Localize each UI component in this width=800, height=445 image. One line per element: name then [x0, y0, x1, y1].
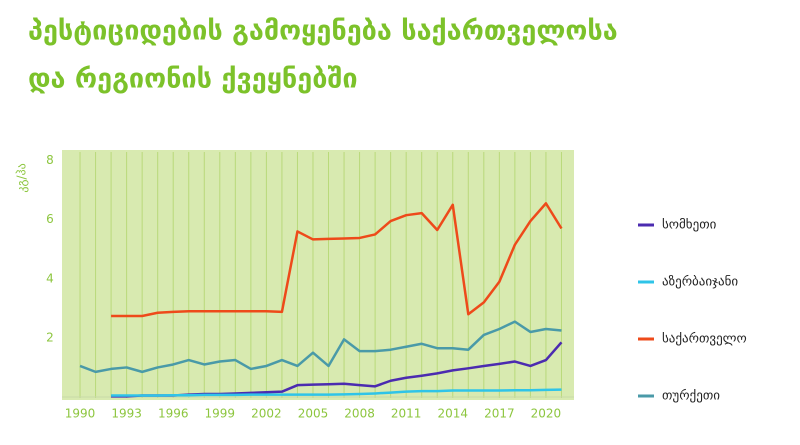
- plot-background: [62, 150, 574, 400]
- x-tick-label: 1999: [205, 407, 236, 421]
- y-axis-label: კგ/ჰა: [15, 163, 29, 192]
- legend-label: სომხეთი: [662, 218, 717, 233]
- series-line: [111, 388, 562, 397]
- chart-title: და რეგიონის ქვეყნებში: [28, 64, 358, 95]
- x-tick-label: 2020: [531, 407, 562, 421]
- x-tick-label: 2014: [437, 407, 468, 421]
- x-tick-label: 1993: [111, 407, 142, 421]
- x-tick-label: 2017: [484, 407, 515, 421]
- x-tick-label: 2005: [298, 407, 329, 421]
- y-tick-label: 2: [46, 330, 54, 344]
- series-line: [79, 320, 562, 374]
- x-tick-label: 2002: [251, 407, 282, 421]
- series-line: [111, 202, 563, 318]
- y-tick-label: 4: [46, 271, 54, 285]
- legend-label: საქართველო: [662, 332, 747, 347]
- y-tick-label: 8: [46, 153, 54, 167]
- y-tick-label: 6: [46, 212, 54, 226]
- legend-label: აზერბაიჯანი: [662, 275, 738, 290]
- x-tick-label: 1996: [158, 407, 189, 421]
- x-tick-label: 1990: [65, 407, 96, 421]
- chart-title: პესტიციდების გამოყენება საქართველოსა: [28, 16, 618, 47]
- x-tick-label: 2008: [344, 407, 375, 421]
- legend-label: თურქეთი: [662, 389, 720, 404]
- x-tick-label: 2011: [391, 407, 422, 421]
